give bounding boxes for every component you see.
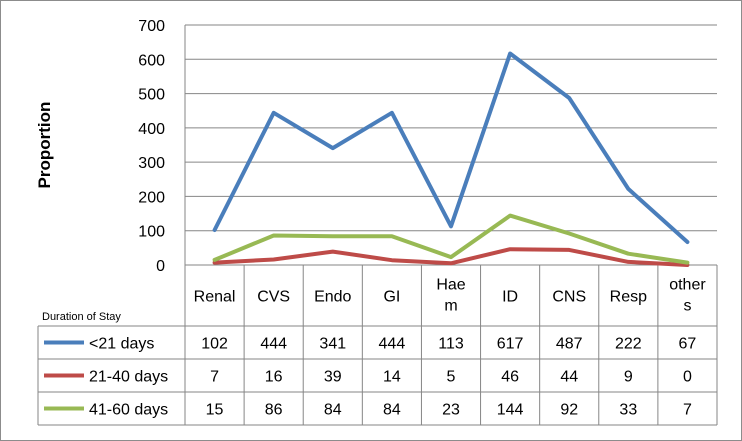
- table-cell-value: 84: [324, 402, 342, 419]
- category-label: ID: [502, 289, 518, 306]
- table-cell-value: 9: [624, 369, 633, 386]
- table-cell-value: 46: [501, 369, 519, 386]
- table-cell-value: 444: [260, 336, 287, 353]
- y-tick-label: 200: [138, 189, 165, 206]
- table-cell-value: 617: [497, 336, 524, 353]
- y-tick-label: 300: [138, 155, 165, 172]
- table-cell-value: 444: [379, 336, 406, 353]
- table-cell-value: 7: [683, 402, 692, 419]
- table-cell-value: 44: [560, 369, 578, 386]
- category-label: CNS: [552, 289, 586, 306]
- table-cell-value: 14: [383, 369, 401, 386]
- series-line-1: [212, 51, 690, 244]
- y-tick-label: 700: [138, 18, 165, 35]
- legend-label-2: 21-40 days: [89, 369, 168, 386]
- category-label: other s: [669, 277, 706, 315]
- table-cell-value: 341: [319, 336, 346, 353]
- table-cell-value: 23: [442, 402, 460, 419]
- category-label: Endo: [314, 289, 351, 306]
- table-cell-value: 33: [619, 402, 637, 419]
- legend-label-1: <21 days: [89, 336, 154, 353]
- y-tick-label: 500: [138, 87, 165, 104]
- table-cell-value: 16: [265, 369, 283, 386]
- table-header-label: Duration of Stay: [42, 311, 121, 323]
- table-cell-value: 39: [324, 369, 342, 386]
- table-cell-value: 0: [683, 369, 692, 386]
- table-cell-value: 144: [497, 402, 524, 419]
- category-label: Hae m: [436, 277, 465, 315]
- category-label: Resp: [610, 289, 647, 306]
- table-cell-value: 102: [201, 336, 228, 353]
- table-cell-value: 15: [206, 402, 224, 419]
- table-cell-value: 222: [615, 336, 642, 353]
- table-cell-value: 7: [210, 369, 219, 386]
- y-axis-label: Proportion: [35, 102, 54, 189]
- table-cell-value: 487: [556, 336, 583, 353]
- category-label: Renal: [194, 289, 236, 306]
- series-line-3: [212, 213, 690, 265]
- table-cell-value: 84: [383, 402, 401, 419]
- table-cell-value: 113: [438, 336, 464, 353]
- table-cell-value: 92: [560, 402, 578, 419]
- table-cell-value: 67: [679, 336, 697, 353]
- category-label: CVS: [257, 289, 290, 306]
- y-tick-label: 0: [156, 258, 165, 275]
- table-cell-value: 5: [447, 369, 456, 386]
- category-label: GI: [383, 289, 400, 306]
- legend-label-3: 41-60 days: [89, 402, 168, 419]
- y-tick-label: 600: [138, 52, 165, 69]
- table-cell-value: 86: [265, 402, 283, 419]
- y-tick-label: 400: [138, 121, 165, 138]
- y-tick-label: 100: [138, 224, 165, 241]
- series-line-2: [212, 247, 690, 267]
